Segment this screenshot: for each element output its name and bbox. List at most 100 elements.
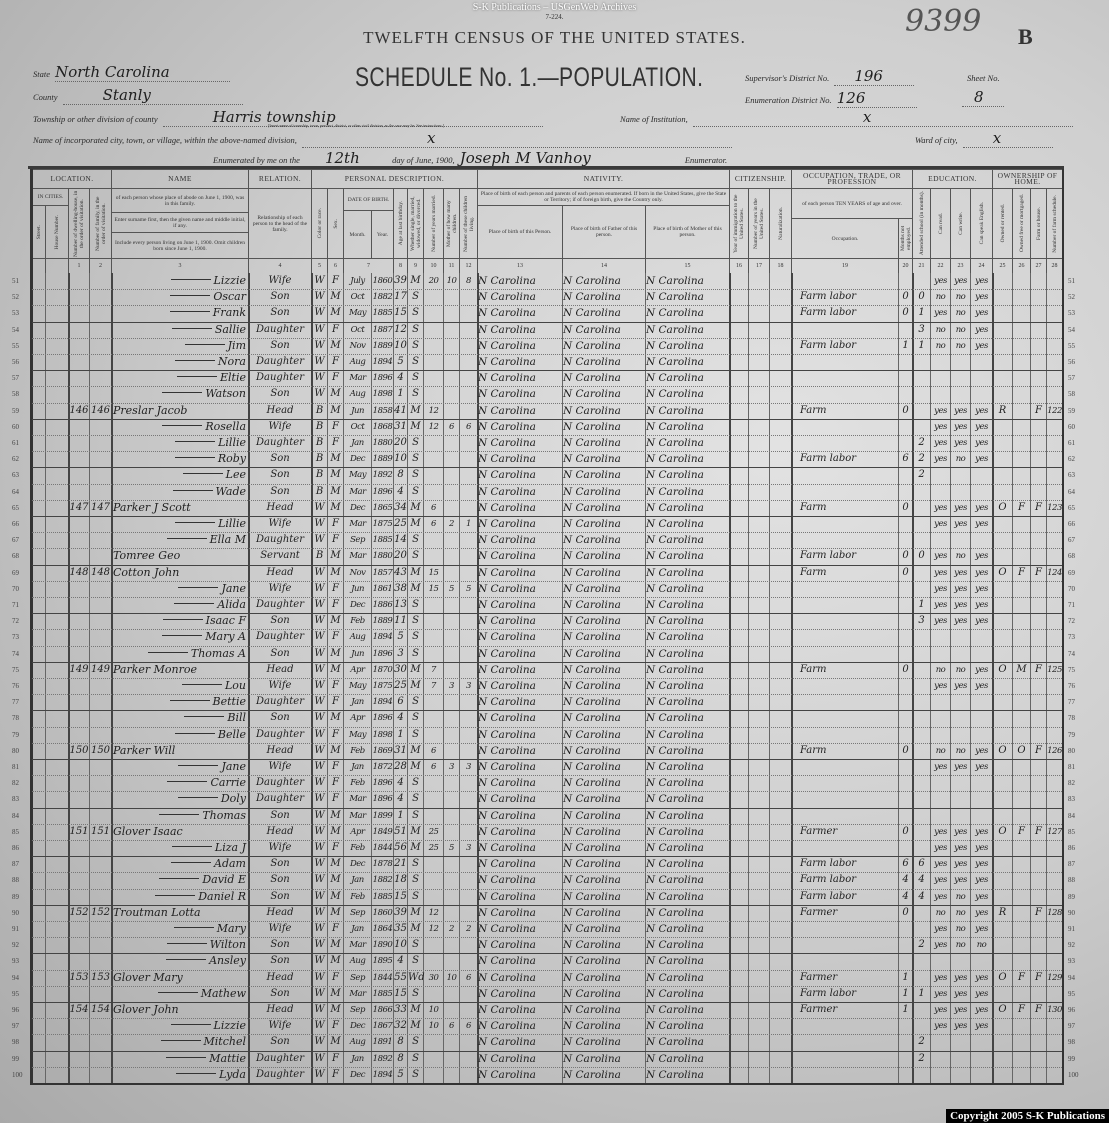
cell-relation: Son (270, 955, 290, 967)
cell-school-months: 4 (918, 874, 925, 886)
row-divider (32, 613, 1062, 615)
cell-birth-month: Apr (350, 664, 365, 675)
row-divider (32, 434, 1062, 436)
line-number: 75 (12, 665, 19, 674)
cell-birth-month: Mar (349, 519, 366, 529)
header-education-text: EDUCATION. (928, 174, 977, 183)
cell-can-read: yes (934, 438, 947, 448)
cell-name: Parker Monroe (113, 662, 246, 678)
cell-color: W (314, 615, 325, 627)
cell-birth-month: Mar (349, 988, 366, 999)
cell-name: Parker J Scott (113, 500, 246, 516)
row-divider (32, 289, 1062, 291)
cell-sex: M (330, 453, 341, 465)
cell-birth-year: 1894 (372, 697, 393, 708)
line-number: 63 (1068, 471, 1075, 480)
cell-age: 10 (394, 339, 407, 351)
header-ownership: OWNERSHIP OF HOME. (992, 169, 1062, 188)
line-number: 61 (1068, 439, 1075, 447)
cell-birth-year: 1882 (372, 875, 393, 886)
cell-relation: Son (270, 388, 290, 400)
header-free-mortgaged-text: Owned free or mortgaged. (1018, 194, 1025, 253)
cell-can-write: yes (954, 519, 967, 529)
cell-occupation: Farm labor (800, 307, 857, 319)
cell-sex: F (332, 582, 339, 594)
line-number: 85 (1068, 827, 1075, 836)
cell-marital-status: M (410, 906, 421, 918)
cell-birth-month: May (348, 729, 367, 740)
cell-relation: Son (270, 712, 290, 724)
table-row: 60 60 Rosella Wife B F Oct 1868 31 M 12 6 6 N Carolin… (0, 419, 1109, 436)
table-row: 68 68 Tomree Geo Servant B M Mar 1880 20 S N Carol… (0, 548, 1109, 566)
cell-birth-year: 1896 (372, 648, 393, 659)
table-row: 70 70 Jane Wife W F Jun 1861 38 M 15 5 5 N Carolina N … (0, 581, 1109, 598)
cell-occupation: Farm labor (800, 453, 857, 465)
cell-months-unemployed: 6 (902, 858, 909, 870)
cell-color: W (314, 793, 325, 805)
cell-can-write: no (955, 454, 966, 465)
ditto-dash (174, 457, 215, 459)
person-name: Nora (217, 355, 246, 368)
cell-years-married: 6 (431, 762, 436, 772)
column-number-text: 28 (1051, 263, 1058, 269)
column-number: 12 (459, 258, 477, 273)
township-value: Harris township (162, 108, 543, 127)
row-divider (32, 629, 1062, 631)
row-divider (32, 742, 1062, 744)
line-number: 90 (1068, 908, 1075, 917)
cell-father-birthplace: N Carolina (563, 1068, 621, 1081)
column-number-text: 20 (902, 263, 909, 269)
cell-free-mortgaged: F (1018, 971, 1025, 983)
county-label: County (33, 92, 58, 102)
cell-relation: Son (270, 307, 290, 319)
header-nativity-desc: Place of birth of each person and parent… (477, 188, 729, 205)
person-name: Bill (227, 711, 246, 725)
line-number: 98 (1068, 1038, 1075, 1047)
cell-relation: Son (270, 647, 290, 659)
header-relation-desc: Relationship of each person to the head … (248, 188, 311, 258)
person-name: Sallie (214, 322, 246, 336)
person-name: Mary A (205, 630, 246, 644)
cell-birth-month: Oct (350, 292, 365, 303)
page-title: TWELFTH CENSUS OF THE UNITED STATES. (363, 28, 746, 47)
cell-relation: Daughter (256, 323, 304, 335)
cell-school-months: 1 (918, 339, 925, 351)
cell-birthplace: N Carolina (478, 971, 536, 984)
cell-birth-month: July (350, 276, 365, 286)
header-ownership-text: OWNERSHIP OF HOME. (997, 171, 1058, 186)
cell-birth-month: Dec (349, 859, 366, 870)
cell-birthplace: N Carolina (478, 339, 536, 352)
cell-marital-status: S (412, 323, 419, 335)
cell-birth-year: 1894 (372, 632, 393, 643)
cell-marital-status: S (412, 437, 419, 448)
header-school-text: Attended school (in months). (918, 191, 925, 256)
cell-name: David E (113, 872, 246, 888)
cell-can-read: yes (934, 924, 947, 934)
cell-occupation: Farm labor (800, 291, 857, 303)
cell-father-birthplace: N Carolina (563, 566, 621, 579)
cell-color: W (314, 534, 325, 546)
line-number: 98 (12, 1038, 19, 1047)
cell-birthplace: N Carolina (478, 291, 536, 304)
cell-mother-birthplace: N Carolina (646, 858, 704, 871)
header-naturalization: Naturalization. (769, 188, 791, 258)
cell-can-write: yes (954, 600, 967, 610)
cell-family-number: 152 (90, 906, 111, 918)
cell-birth-month: Jan (351, 762, 364, 772)
cell-can-read: no (935, 907, 946, 918)
table-row: 83 83 Doly Daughter W F Mar 1896 4 S N Carolina N C… (0, 791, 1109, 809)
cell-birth-month: Aug (349, 1037, 366, 1048)
line-number: 54 (1068, 325, 1075, 334)
header-mother-of: Mother of how many children. (443, 188, 459, 258)
line-number: 62 (12, 455, 19, 464)
column-number-text: 9 (414, 263, 417, 269)
cell-birth-year: 1885 (372, 535, 393, 546)
cell-birth-year: 1896 (372, 486, 393, 497)
table-row: 86 86 Liza J Wife W F Feb 1844 56 M 25 5 3 N Carolina… (0, 840, 1109, 858)
township-label: Township or other division of county (33, 114, 158, 124)
cell-father-birthplace: N Carolina (563, 339, 621, 352)
cell-age: 5 (397, 631, 404, 643)
cell-relation: Son (270, 809, 290, 821)
column-number: 7 (343, 258, 393, 273)
cell-mother-birthplace: N Carolina (646, 615, 704, 628)
